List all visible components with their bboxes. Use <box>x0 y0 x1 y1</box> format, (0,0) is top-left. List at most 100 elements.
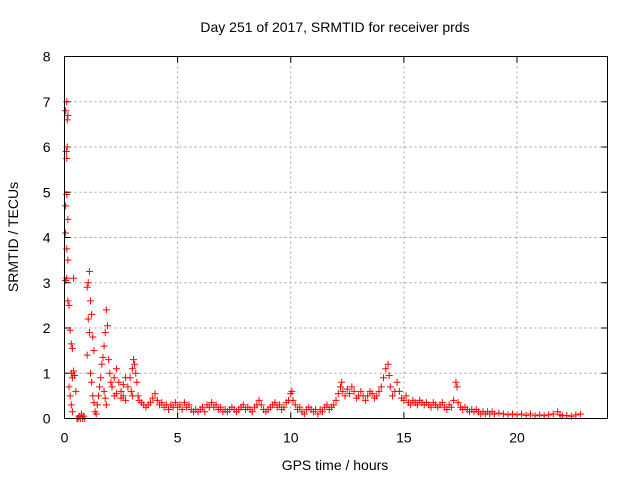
data-point <box>89 333 97 341</box>
y-tick-label: 5 <box>43 184 51 200</box>
data-point <box>338 378 346 386</box>
data-point <box>176 401 184 409</box>
data-point <box>70 367 78 375</box>
y-tick-label: 0 <box>43 411 51 427</box>
data-point <box>133 378 141 386</box>
data-point <box>101 329 109 337</box>
data-point <box>122 396 130 404</box>
data-point <box>64 215 72 223</box>
data-point <box>443 405 451 413</box>
data-point <box>107 378 115 386</box>
data-point <box>508 410 516 418</box>
data-point <box>128 365 136 373</box>
data-point <box>126 374 134 382</box>
data-point <box>117 387 125 395</box>
data-point <box>62 202 70 210</box>
data-point <box>85 329 93 337</box>
data-point <box>248 408 256 416</box>
data-point <box>239 401 247 409</box>
data-point <box>199 403 207 411</box>
data-point <box>368 390 376 398</box>
data-point <box>64 297 72 305</box>
x-tick-label: 15 <box>396 430 412 446</box>
data-point <box>271 399 279 407</box>
data-point <box>395 387 403 395</box>
data-point <box>66 326 74 334</box>
data-point <box>62 229 70 237</box>
data-point <box>212 401 220 409</box>
data-point <box>450 396 458 404</box>
data-point <box>71 372 79 380</box>
data-point <box>132 369 140 377</box>
data-point <box>346 390 354 398</box>
data-point <box>452 378 460 386</box>
data-point <box>300 410 308 418</box>
y-tick-label: 7 <box>43 94 51 110</box>
data-point <box>67 401 75 409</box>
data-point <box>84 279 92 287</box>
x-axis-title: GPS time / hours <box>282 457 389 473</box>
data-point <box>96 383 104 391</box>
data-point <box>407 401 415 409</box>
data-point <box>385 372 393 380</box>
data-point <box>102 401 110 409</box>
data-point <box>427 403 435 411</box>
data-point <box>257 401 265 409</box>
data-point <box>323 401 331 409</box>
data-point <box>100 342 108 350</box>
data-point <box>318 408 326 416</box>
data-point <box>70 274 78 282</box>
data-point <box>100 387 108 395</box>
chart-title: Day 251 of 2017, SRMTID for receiver prd… <box>200 19 469 35</box>
y-tick-label: 3 <box>43 275 51 291</box>
data-point <box>65 301 73 309</box>
data-point <box>289 396 297 404</box>
data-point <box>255 396 263 404</box>
data-point <box>146 399 154 407</box>
data-point <box>339 387 347 395</box>
data-point <box>288 387 296 395</box>
data-point <box>275 401 283 409</box>
data-point <box>185 401 193 409</box>
data-point <box>83 283 91 291</box>
x-tick-label: 20 <box>509 430 525 446</box>
x-tick-label: 10 <box>283 430 299 446</box>
x-tick-label: 0 <box>61 430 69 446</box>
data-point <box>165 405 173 413</box>
data-point <box>101 394 109 402</box>
data-point <box>357 387 365 395</box>
data-point <box>499 410 507 418</box>
y-tick-label: 1 <box>43 365 51 381</box>
data-point <box>106 369 114 377</box>
data-point <box>105 356 113 364</box>
data-point <box>153 396 161 404</box>
grid-lines <box>64 56 608 419</box>
data-point <box>151 390 159 398</box>
data-point <box>180 399 188 407</box>
data-point <box>330 401 338 409</box>
data-point <box>545 411 553 419</box>
data-point <box>88 310 96 318</box>
data-point <box>149 394 157 402</box>
data-point <box>384 360 392 368</box>
data-point <box>110 374 118 382</box>
data-point <box>314 410 322 418</box>
data-point <box>103 322 111 330</box>
data-point <box>361 396 369 404</box>
data-point <box>119 392 127 400</box>
data-point <box>576 410 584 418</box>
data-point <box>127 387 135 395</box>
plot-frame <box>64 56 608 419</box>
data-point <box>85 267 93 275</box>
data-point <box>62 148 70 156</box>
data-point <box>113 390 121 398</box>
data-point <box>92 410 100 418</box>
data-point <box>377 383 385 391</box>
data-point <box>350 387 358 395</box>
x-tick-label: 5 <box>174 430 182 446</box>
data-point <box>337 383 345 391</box>
data-point <box>171 399 179 407</box>
data-point <box>527 410 535 418</box>
data-point <box>453 383 461 391</box>
